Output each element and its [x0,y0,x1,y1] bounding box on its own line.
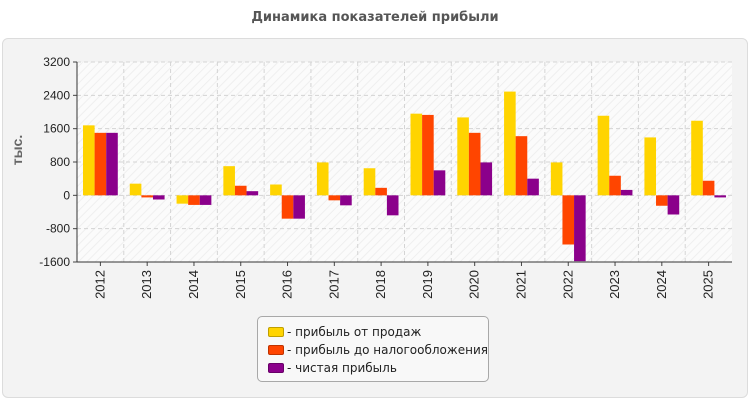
bar [468,132,481,196]
legend-swatch [268,327,284,337]
bar [234,185,247,196]
bar [176,195,189,204]
bars [82,91,727,262]
bar [609,175,621,196]
legend-item: - прибыль от продаж [268,323,488,341]
y-axis-label: тыс. [9,135,25,166]
y-tick-label: 1600 [43,122,70,136]
bar [340,195,352,206]
bar [480,162,493,196]
axes: 3200 2400 1600 800 0 -800 -1600 2012 2013 2014 201… [39,55,732,299]
legend-label: - прибыль от продаж [287,325,422,339]
bar [223,166,235,196]
bar [574,195,586,262]
bar [293,195,305,219]
bar [656,195,668,206]
bar [433,170,446,196]
x-tick-label: 2019 [420,270,435,299]
x-tick-label: 2024 [654,270,669,299]
x-tick-label: 2016 [280,270,295,299]
bar [667,195,680,215]
bar [199,195,212,205]
bar [152,195,165,200]
bar [620,189,633,196]
legend-label: - чистая прибыль [287,361,397,375]
bar [644,137,657,196]
bar [316,162,329,196]
y-tick-label: -1600 [39,255,70,269]
bar [562,195,575,245]
bar [504,91,516,196]
x-tick-label: 2021 [513,270,528,299]
x-tick-label: 2025 [701,270,716,299]
legend: - прибыль от продаж - прибыль до налогооб… [257,316,489,382]
chart-title: Динамика показателей прибыли [251,10,499,25]
bar [188,195,200,205]
grid [77,61,732,263]
x-tick-label: 2018 [373,270,388,299]
bar [106,132,118,196]
bar [375,187,387,196]
bar [410,113,423,196]
legend-swatch [268,363,284,373]
bar [129,183,142,196]
x-tick-label: 2012 [92,270,107,299]
x-tick-label: 2013 [139,270,154,299]
bar [82,125,95,196]
bar [597,115,610,196]
bar [328,195,341,201]
bar [702,180,715,196]
bar [270,184,282,196]
legend-item: - прибыль до налогообложения [268,341,488,359]
bar [281,195,294,219]
x-tick-label: 2022 [560,270,575,299]
y-tick-label: 0 [63,188,70,202]
x-tick-label: 2014 [186,270,201,299]
bar [515,136,528,196]
bar [94,132,107,196]
bar [363,168,376,196]
x-tick-label: 2023 [607,270,622,299]
legend-item: - чистая прибыль [268,359,488,377]
x-tick-label: 2020 [467,270,482,299]
bar [386,195,399,216]
bar [457,117,469,196]
bar [691,120,703,196]
x-tick-label: 2017 [326,270,341,299]
legend-swatch [268,345,284,355]
x-tick-label: 2015 [233,270,248,299]
bar [714,195,727,198]
y-tick-label: 3200 [43,55,70,69]
y-tick-label: -800 [46,222,70,236]
bar [422,114,434,196]
y-tick-label: 2400 [43,88,70,102]
y-tick-label: 800 [50,155,70,169]
bar [550,162,563,196]
bar [246,191,259,196]
bar [141,195,153,198]
legend-label: - прибыль до налогообложения [287,343,488,357]
bar [527,178,539,196]
